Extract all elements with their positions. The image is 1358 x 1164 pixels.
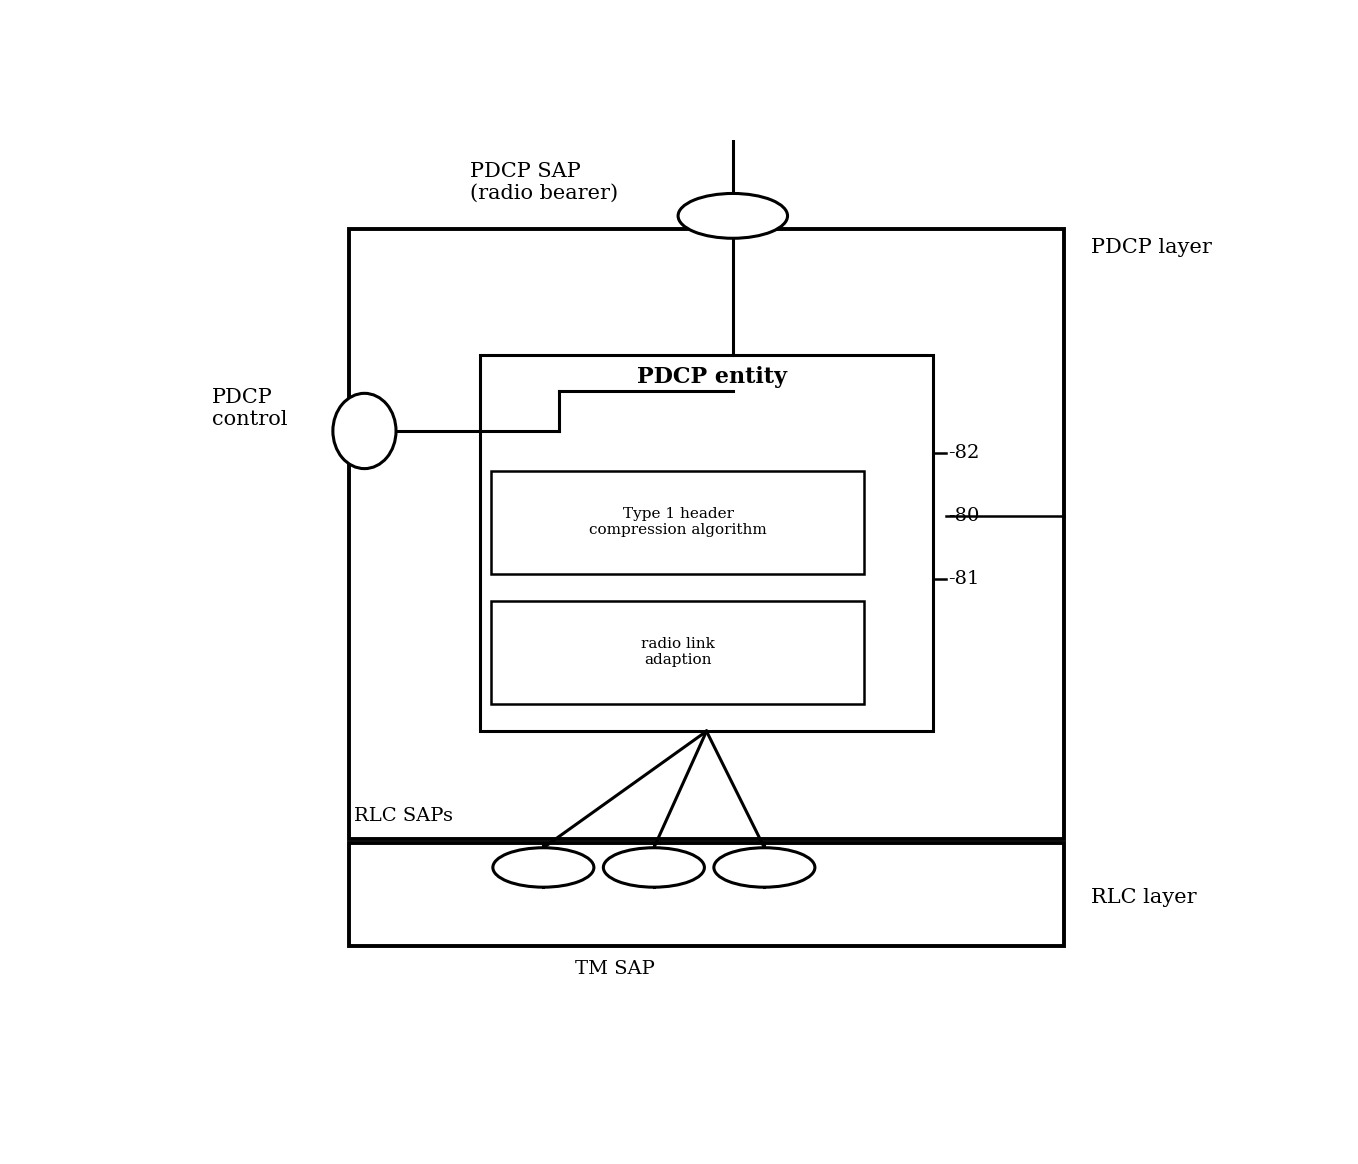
Text: PDCP layer: PDCP layer [1090,237,1211,257]
Ellipse shape [714,847,815,887]
Text: -82: -82 [948,445,980,462]
Text: -80: -80 [948,508,980,525]
Bar [349,229,1065,839]
Bar [481,355,933,731]
Text: PDCP
control: PDCP control [212,388,288,430]
Ellipse shape [493,847,593,887]
Ellipse shape [333,393,397,469]
Text: Type 1 header
compression algorithm: Type 1 header compression algorithm [589,508,767,538]
Text: TM SAP: TM SAP [574,960,655,978]
Text: RLC SAPs: RLC SAPs [354,808,454,825]
Text: PDCP entity: PDCP entity [637,367,786,389]
Ellipse shape [603,847,705,887]
Ellipse shape [678,193,788,239]
Text: radio link
adaption: radio link adaption [641,637,716,667]
Text: PDCP SAP
(radio bearer): PDCP SAP (radio bearer) [470,162,618,203]
Bar [490,471,864,574]
Text: -81: -81 [948,570,980,588]
Bar [490,602,864,704]
Bar [349,843,1065,946]
Text: RLC layer: RLC layer [1090,887,1196,907]
